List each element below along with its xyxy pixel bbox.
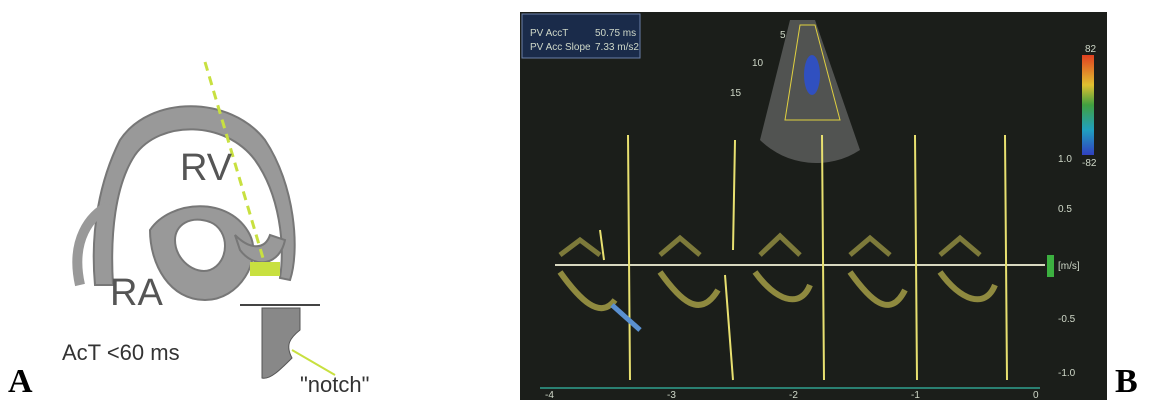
velocity-label: -1.0 xyxy=(1058,368,1076,379)
ra-label: RA xyxy=(110,272,163,314)
color-flow xyxy=(804,55,820,95)
time-label: 0 xyxy=(1033,390,1039,401)
velocity-label: -0.5 xyxy=(1058,314,1076,325)
time-label: -1 xyxy=(911,390,920,401)
measure-name: PV Acc Slope xyxy=(530,42,591,53)
velocity-label: [m/s] xyxy=(1058,261,1080,272)
time-label: -3 xyxy=(667,390,676,401)
depth-mark: 10 xyxy=(752,58,764,69)
rv-label: RV xyxy=(180,147,233,189)
measure-name: PV AccT xyxy=(530,28,568,39)
panel-label: B xyxy=(1115,363,1138,400)
depth-mark: 5 xyxy=(780,30,786,41)
velocity-label: 0.5 xyxy=(1058,204,1072,215)
depth-mark: 15 xyxy=(730,88,742,99)
color-scale-label: -82 xyxy=(1082,158,1097,169)
time-label: -4 xyxy=(545,390,554,401)
notch-label: "notch" xyxy=(300,372,369,397)
measure-value: 50.75 ms xyxy=(595,28,636,39)
sample-gate xyxy=(250,262,280,276)
figure: A RV RA AcT <60 ms "notch" B PV AccT 50.… xyxy=(0,0,1154,405)
notch-waveform xyxy=(262,308,300,378)
velocity-label: 1.0 xyxy=(1058,154,1072,165)
color-bar xyxy=(1082,55,1094,155)
measure-value: 7.33 m/s2 xyxy=(595,42,639,53)
time-label: -2 xyxy=(789,390,798,401)
baseline-marker xyxy=(1047,255,1054,277)
panel-label: A xyxy=(8,363,33,400)
color-scale-label: 82 xyxy=(1085,44,1097,55)
act-label: AcT <60 ms xyxy=(62,340,180,365)
